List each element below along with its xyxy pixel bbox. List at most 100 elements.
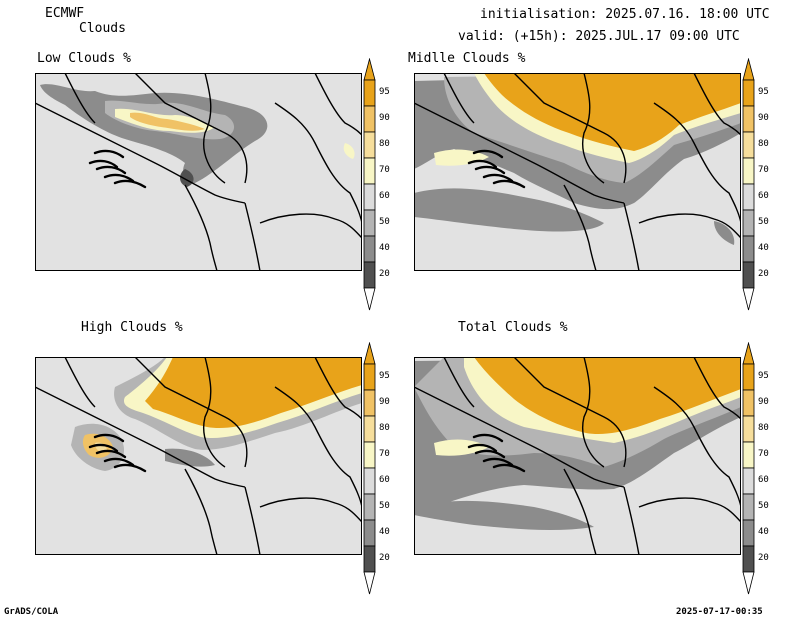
colorbar-label: 40 — [758, 243, 769, 253]
country-border — [134, 73, 248, 184]
island-outline — [113, 179, 147, 189]
country-border — [64, 357, 96, 408]
colorbar-segment — [363, 105, 376, 133]
colorbar-total: 95 90 80 70 60 50 40 20 — [742, 341, 769, 600]
country-border — [638, 213, 741, 239]
country-border — [314, 357, 362, 420]
colorbar-segment — [742, 363, 755, 391]
island-outline — [492, 463, 526, 473]
init-time: initialisation: 2025.07.16. 18:00 UTC — [480, 7, 770, 22]
colorbar-label: 50 — [379, 217, 390, 227]
colorbar-segment — [363, 441, 376, 469]
colorbar-segment — [742, 415, 755, 443]
country-border — [443, 73, 475, 124]
island-outline — [103, 173, 135, 183]
country-border — [582, 357, 605, 468]
colorbar-label: 95 — [379, 87, 390, 97]
country-border — [184, 468, 218, 555]
colorbar-label: 40 — [758, 527, 769, 537]
colorbar-label: 90 — [379, 113, 390, 123]
colorbar-segment — [363, 363, 376, 391]
colorbar-middle: 95 90 80 70 60 50 40 20 — [742, 57, 769, 316]
cloud-area — [130, 112, 205, 131]
colorbar-label: 40 — [379, 527, 390, 537]
colorbar-bottom-arrow — [363, 571, 376, 595]
colorbar-label: 20 — [758, 553, 769, 563]
map-middle-clouds — [414, 73, 741, 271]
colorbar-label: 50 — [758, 217, 769, 227]
colorbar-segment — [742, 441, 755, 469]
country-border — [653, 386, 741, 508]
colorbar-segment — [363, 209, 376, 237]
colorbar-segment — [742, 261, 755, 289]
colorbar-label: 50 — [379, 501, 390, 511]
colorbar-segment — [363, 183, 376, 211]
country-border — [184, 184, 218, 271]
cloud-area — [343, 143, 355, 159]
colorbar-label: 60 — [379, 191, 390, 201]
island-outline — [93, 149, 125, 159]
colorbar-segment — [363, 131, 376, 159]
colorbar-low: 95 90 80 70 60 50 40 20 — [363, 57, 390, 316]
country-border — [623, 202, 640, 271]
colorbar-segment — [363, 467, 376, 495]
cloud-area — [414, 500, 594, 531]
island-outline — [95, 165, 127, 175]
island-outline — [467, 443, 498, 453]
colorbar-label: 80 — [758, 423, 769, 433]
colorbar-top-arrow — [742, 341, 755, 365]
country-border — [443, 357, 475, 408]
colorbar-label: 20 — [758, 269, 769, 279]
colorbar-segment — [742, 467, 755, 495]
country-border — [274, 386, 362, 508]
colorbar-segment — [742, 183, 755, 211]
country-border — [623, 486, 640, 555]
colorbar-label: 50 — [758, 501, 769, 511]
colorbar-high: 95 90 80 70 60 50 40 20 — [363, 341, 390, 600]
colorbar-label: 70 — [758, 165, 769, 175]
island-outline — [474, 449, 506, 459]
country-border — [414, 102, 625, 204]
colorbar-label: 95 — [379, 371, 390, 381]
country-border — [513, 357, 627, 468]
panel-title-low: Low Clouds % — [37, 51, 131, 66]
colorbar-segment — [363, 79, 376, 107]
colorbar-segment — [363, 157, 376, 185]
country-border — [693, 73, 741, 136]
map-frame — [414, 73, 741, 271]
map-high-clouds — [35, 357, 362, 555]
colorbar-label: 80 — [379, 139, 390, 149]
island-outline — [88, 443, 119, 453]
map-canvas — [35, 357, 362, 555]
country-border — [35, 386, 246, 488]
colorbar-label: 80 — [379, 423, 390, 433]
island-outline — [103, 457, 135, 467]
country-border — [134, 357, 248, 468]
colorbar-segment — [363, 545, 376, 573]
colorbar-segment — [363, 389, 376, 417]
colorbar-bottom-arrow — [363, 287, 376, 311]
colorbar-strip — [742, 341, 755, 595]
map-frame — [35, 357, 362, 555]
map-frame — [414, 357, 741, 555]
country-border — [693, 357, 741, 420]
country-border — [653, 102, 741, 224]
country-border — [314, 73, 362, 136]
colorbar-segment — [742, 131, 755, 159]
country-border — [203, 357, 226, 468]
cloud-area — [484, 73, 741, 151]
colorbar-segment — [742, 157, 755, 185]
country-border — [259, 213, 362, 239]
map-low-clouds — [35, 73, 362, 271]
island-outline — [482, 457, 514, 467]
panel-title-middle: Midlle Clouds % — [408, 51, 526, 66]
colorbar-label: 20 — [379, 269, 390, 279]
colorbar-top-arrow — [363, 57, 376, 81]
colorbar-label: 20 — [379, 553, 390, 563]
colorbar-segment — [742, 519, 755, 547]
island-outline — [474, 165, 506, 175]
cloud-area — [474, 357, 741, 435]
island-outline — [93, 433, 125, 443]
colorbar-label: 90 — [758, 397, 769, 407]
colorbar-top-arrow — [742, 57, 755, 81]
